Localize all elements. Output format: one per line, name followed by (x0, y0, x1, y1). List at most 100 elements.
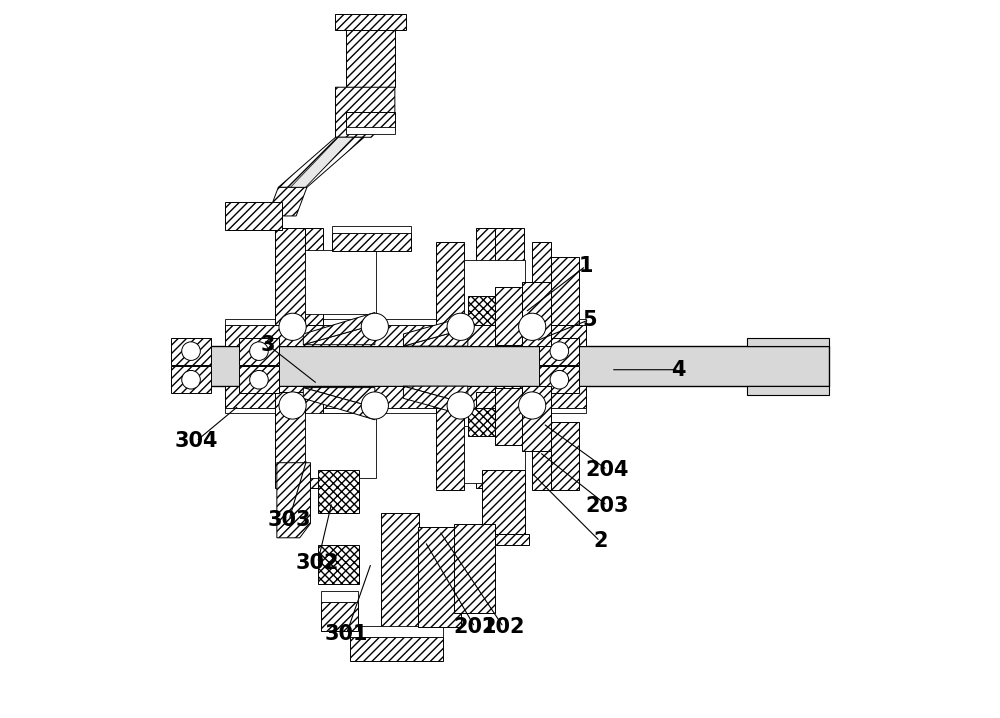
Bar (335, 14, 406, 30)
Bar (522, 281, 551, 346)
Bar (493, 534, 529, 545)
Circle shape (361, 313, 388, 340)
Circle shape (250, 342, 268, 360)
Polygon shape (303, 312, 375, 345)
Polygon shape (303, 388, 375, 408)
Bar (321, 592, 358, 602)
Bar (225, 325, 586, 346)
Bar (476, 228, 495, 325)
Text: 2: 2 (593, 531, 607, 551)
Polygon shape (303, 388, 375, 420)
Bar (346, 126, 395, 134)
Polygon shape (277, 462, 310, 538)
Bar (178, 346, 829, 386)
Bar (418, 527, 461, 628)
Bar (457, 568, 491, 602)
Polygon shape (403, 386, 468, 404)
Bar (747, 337, 829, 346)
Bar (464, 426, 525, 482)
Bar (522, 386, 551, 451)
Bar (482, 470, 525, 534)
Circle shape (182, 370, 200, 389)
Bar (495, 392, 524, 488)
Bar (551, 422, 579, 490)
Bar (332, 233, 411, 251)
Bar (381, 513, 419, 641)
Bar (325, 428, 366, 470)
Bar (239, 337, 279, 365)
Bar (464, 261, 525, 317)
Polygon shape (268, 187, 307, 216)
Text: 302: 302 (296, 553, 339, 573)
Circle shape (361, 392, 388, 419)
Polygon shape (335, 87, 395, 137)
Text: 3: 3 (260, 335, 275, 355)
Circle shape (550, 342, 569, 360)
Polygon shape (403, 386, 468, 416)
Text: 4: 4 (672, 360, 686, 380)
Bar (350, 637, 443, 661)
Text: 203: 203 (586, 495, 629, 516)
Text: 5: 5 (582, 309, 597, 330)
Bar (332, 226, 411, 233)
Bar (305, 392, 323, 488)
Polygon shape (290, 137, 353, 187)
Text: 303: 303 (267, 510, 311, 530)
Text: 201: 201 (453, 617, 497, 637)
Circle shape (182, 342, 200, 360)
Bar (495, 388, 522, 445)
Circle shape (250, 370, 268, 389)
Polygon shape (278, 137, 364, 187)
Text: 204: 204 (586, 460, 629, 480)
Text: 301: 301 (324, 625, 368, 644)
Bar (468, 408, 495, 437)
Circle shape (519, 313, 546, 340)
Bar (225, 202, 282, 230)
Bar (346, 112, 395, 130)
Bar (305, 228, 323, 325)
Bar (305, 414, 376, 477)
Bar (436, 243, 464, 325)
Circle shape (279, 392, 306, 419)
Bar (225, 408, 586, 414)
Bar (495, 228, 524, 325)
Bar (225, 386, 586, 408)
Polygon shape (303, 325, 375, 345)
Bar (539, 366, 579, 393)
Bar (532, 243, 551, 325)
Bar (421, 567, 459, 606)
Bar (468, 296, 495, 325)
Bar (225, 319, 586, 325)
Bar (747, 386, 829, 395)
Bar (305, 250, 376, 314)
Bar (171, 337, 211, 365)
Bar (275, 392, 305, 488)
Bar (495, 287, 522, 345)
Bar (539, 337, 579, 365)
Text: 202: 202 (482, 617, 525, 637)
Bar (454, 523, 495, 613)
Bar (476, 392, 495, 488)
Bar (436, 408, 464, 490)
Circle shape (550, 370, 569, 389)
Polygon shape (403, 316, 468, 346)
Circle shape (519, 392, 546, 419)
Bar (239, 366, 279, 393)
Circle shape (447, 313, 474, 340)
Bar (466, 271, 505, 310)
Bar (350, 627, 443, 637)
Bar (318, 545, 359, 584)
Circle shape (279, 313, 306, 340)
Bar (325, 264, 366, 307)
Bar (275, 228, 305, 325)
Polygon shape (403, 328, 468, 346)
Bar (171, 366, 211, 393)
Bar (466, 437, 505, 475)
Text: 1: 1 (579, 256, 593, 276)
Bar (532, 408, 551, 490)
Circle shape (447, 392, 474, 419)
Bar (346, 27, 395, 87)
Bar (318, 470, 359, 513)
Bar (321, 602, 358, 631)
Text: 304: 304 (174, 432, 218, 451)
